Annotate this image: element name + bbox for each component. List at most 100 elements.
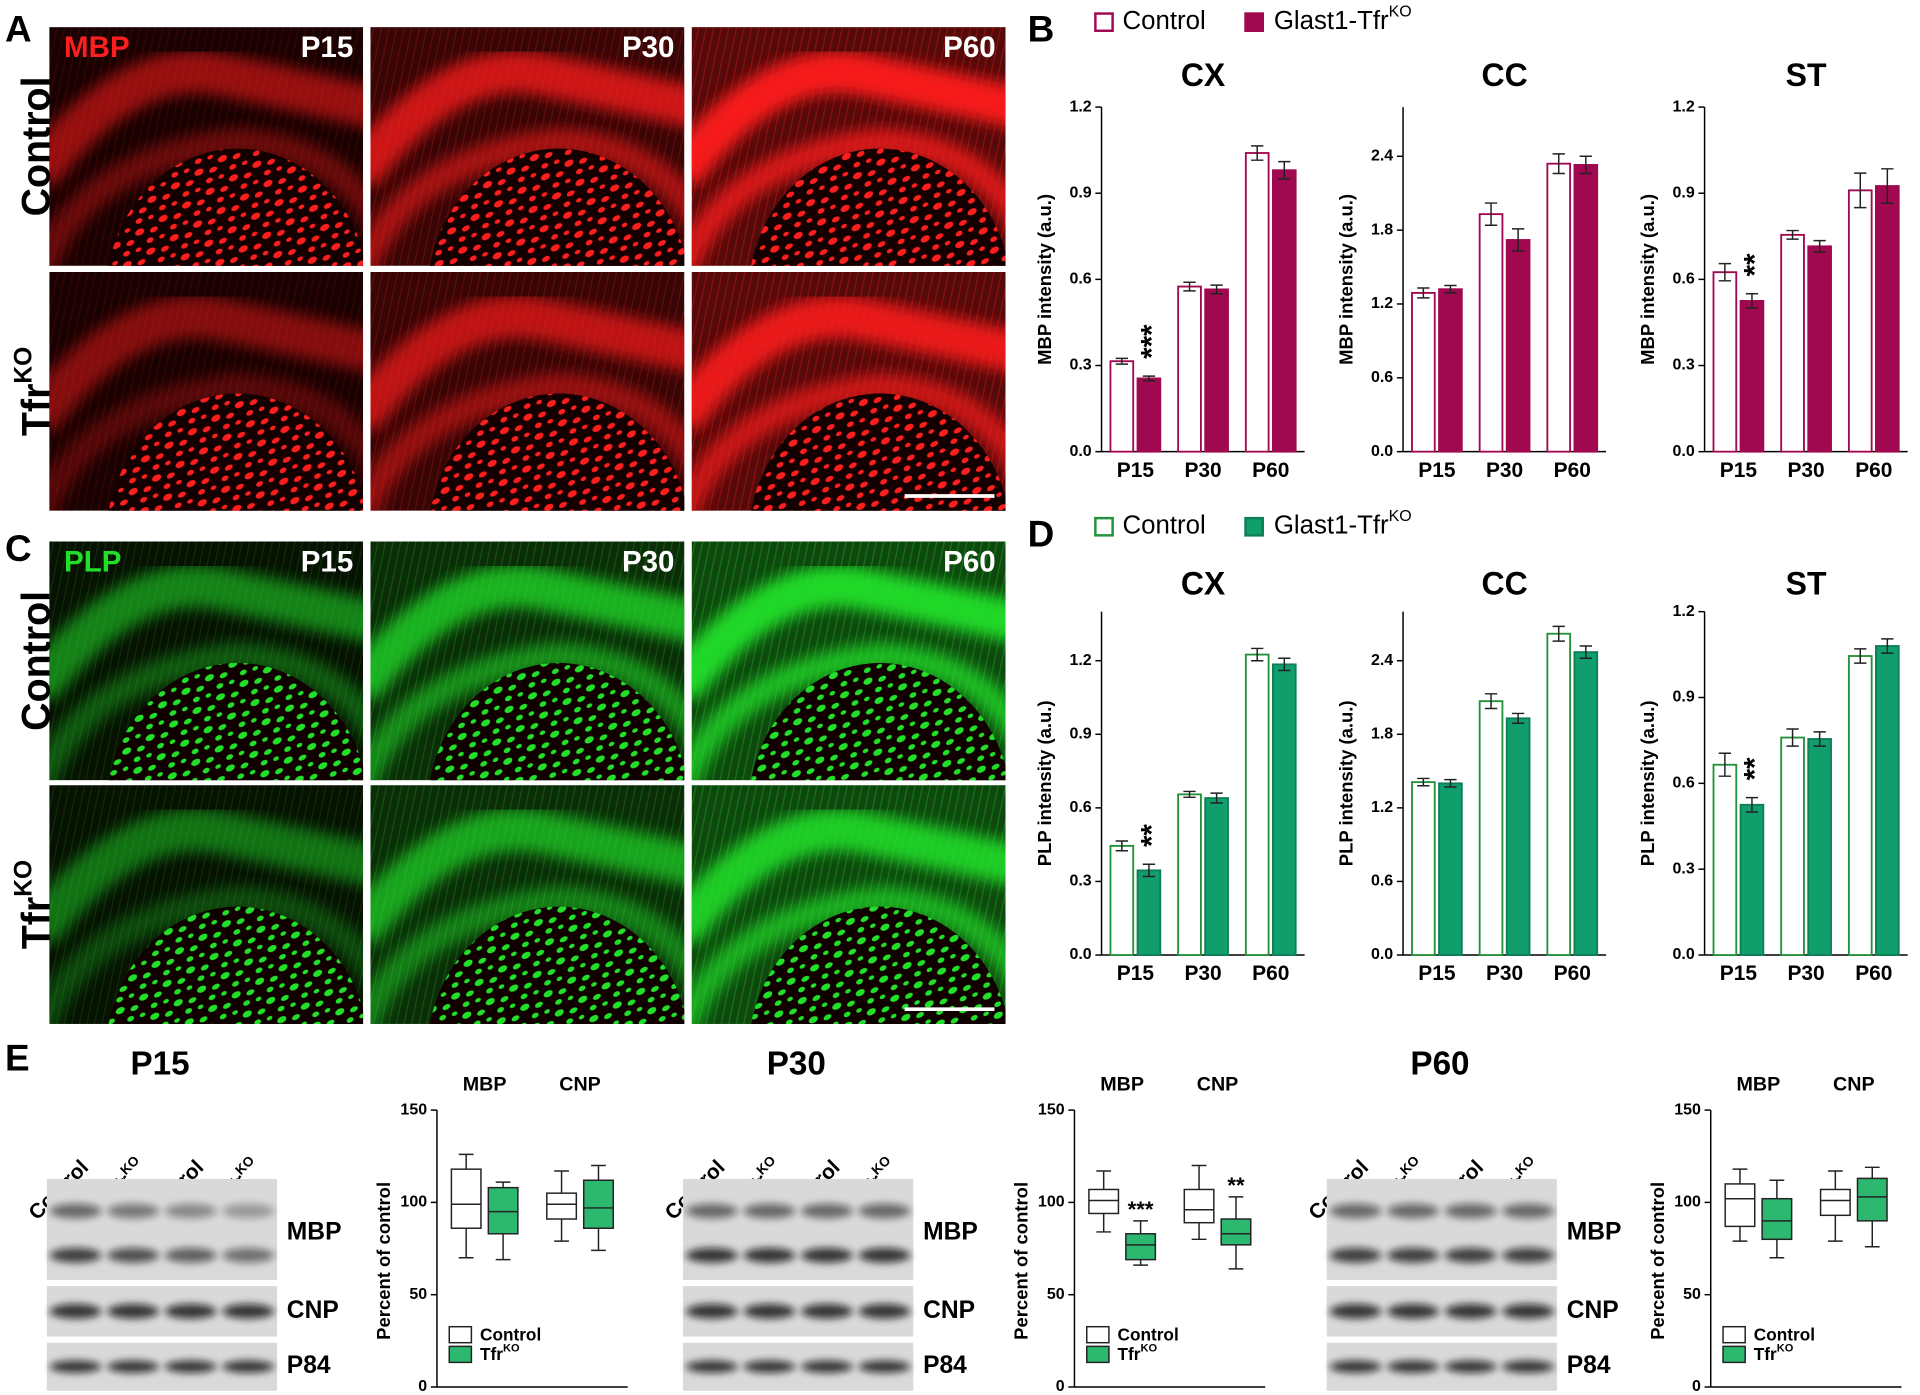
significance: ** — [1739, 253, 1772, 276]
band-label: P84 — [923, 1352, 967, 1379]
x-tick-label: P30 — [1788, 459, 1825, 482]
box-whisker — [1191, 1164, 1207, 1241]
y-tick-label: 0.6 — [1371, 873, 1393, 890]
x-tick-label: P15 — [1720, 962, 1758, 985]
age-label: P15 — [301, 31, 354, 64]
bar — [1411, 291, 1436, 453]
box-whisker — [591, 1164, 606, 1252]
row-label-base: Tfr — [15, 897, 59, 950]
y-tick-label: 0.3 — [1069, 873, 1091, 890]
y-tick-label: 0 — [418, 1378, 427, 1395]
x-tick-label: P60 — [1554, 962, 1591, 985]
legend-label: Control — [1754, 1324, 1815, 1344]
legend-label-base: Glast1-Tfr — [1274, 7, 1389, 35]
bar — [1780, 736, 1805, 956]
legend-label-base: Tfr — [1754, 1344, 1777, 1364]
bar — [1739, 299, 1765, 453]
row-label: Control — [15, 591, 59, 731]
y-tick-label: 0.3 — [1672, 860, 1694, 877]
blot-title: P15 — [130, 1046, 189, 1083]
micrograph — [49, 541, 364, 781]
row-label-base: Control — [15, 591, 59, 731]
bar — [1438, 782, 1463, 956]
error-bar — [1718, 262, 1732, 282]
y-tick-label: 2.4 — [1371, 652, 1393, 669]
error-bar — [1745, 292, 1759, 309]
band-label: CNP — [923, 1297, 975, 1324]
micrograph — [691, 541, 1006, 781]
band-label: MBP — [923, 1219, 978, 1246]
box-whisker — [1096, 1170, 1112, 1233]
y-axis-label: Percent of control — [1647, 1182, 1668, 1340]
bar — [1780, 233, 1805, 453]
age-label: P15 — [301, 545, 354, 578]
box-whisker — [1864, 1166, 1880, 1248]
legend-swatch — [1244, 516, 1264, 537]
blot-title: P60 — [1410, 1046, 1469, 1083]
bar-chart: 0.0 0.3 0.6 0.9 1.2 CX MBP intensity (a.u.) P15… — [1034, 57, 1305, 482]
box — [1761, 1197, 1793, 1241]
y-tick-label: 0.9 — [1069, 184, 1091, 201]
x-tick-label: P30 — [1788, 962, 1825, 985]
legend-label-base: Glast1-Tfr — [1274, 512, 1389, 540]
error-bar — [1417, 777, 1430, 787]
band-label: MBP — [1567, 1219, 1622, 1246]
y-tick-label: 0.6 — [1069, 271, 1091, 288]
legend-label: Glast1-TfrKO — [1274, 4, 1412, 35]
y-tick-label: 0.0 — [1069, 443, 1091, 460]
legend: Control Glast1-TfrKO — [1094, 508, 1412, 540]
panel-label: A — [5, 9, 32, 50]
blot-strip — [1326, 1179, 1557, 1280]
box — [450, 1168, 482, 1229]
legend-label: Glast1-TfrKO — [1274, 508, 1412, 539]
y-tick-label: 100 — [400, 1194, 427, 1211]
x-tick-label: P60 — [1554, 459, 1591, 482]
error-bar — [1511, 228, 1525, 252]
bar — [1271, 663, 1297, 956]
legend-swatch — [1094, 516, 1114, 537]
error-bar — [1786, 728, 1799, 747]
error-bar — [1745, 796, 1759, 813]
legend-swatch — [1086, 1325, 1110, 1344]
blot-title: P30 — [767, 1046, 826, 1083]
error-bar — [1813, 239, 1826, 253]
legend-label-base: Control — [1122, 7, 1205, 35]
y-tick-label: 1.8 — [1371, 726, 1393, 743]
bar — [1204, 288, 1229, 453]
error-bar — [1813, 731, 1826, 747]
legend-label-sup: KO — [1389, 4, 1412, 21]
box — [1088, 1188, 1120, 1215]
significance: ** — [1136, 824, 1169, 847]
bar — [1847, 655, 1873, 956]
micrograph — [370, 541, 685, 781]
error-bar — [1718, 752, 1732, 777]
bar — [1546, 632, 1572, 956]
stain-label: PLP — [64, 545, 121, 578]
category-label: MBP — [1737, 1074, 1781, 1096]
bar — [1875, 185, 1900, 453]
error-bar — [1552, 625, 1565, 642]
x-tick-label: P15 — [1117, 962, 1155, 985]
bar — [1807, 245, 1832, 453]
y-tick-label: 2.4 — [1371, 148, 1393, 165]
significance: *** — [1128, 1197, 1154, 1222]
error-bar — [1251, 647, 1264, 662]
bar-chart: 0.0 0.3 0.6 0.9 1.2 CX PLP intensity (a.u.) P15… — [1034, 565, 1305, 985]
western-blot: P60ControlTfrKOControlTfrKOMBPCNPP84 — [1304, 1046, 1621, 1391]
error-bar — [1183, 790, 1196, 799]
band-label: P84 — [287, 1352, 331, 1379]
y-tick-label: 1.2 — [1672, 603, 1694, 620]
error-bar — [1278, 657, 1291, 672]
bar — [1546, 162, 1572, 453]
error-bar — [1511, 712, 1525, 724]
legend-label-base: Tfr — [1118, 1344, 1141, 1364]
blot-strip — [46, 1179, 277, 1280]
error-bar — [1552, 153, 1565, 175]
western-blot: P30ControlTfrKOControlTfrKOMBPCNPP84 — [660, 1046, 978, 1391]
x-tick-label: P15 — [1720, 459, 1758, 482]
x-tick-label: P15 — [1418, 962, 1456, 985]
micrograph — [691, 785, 1006, 1024]
box-whisker — [1228, 1196, 1244, 1270]
bar — [1177, 285, 1202, 453]
bar-chart: 0.0 0.3 0.6 0.9 1.2 ST PLP intensity (a.u.) P15… — [1637, 565, 1908, 985]
